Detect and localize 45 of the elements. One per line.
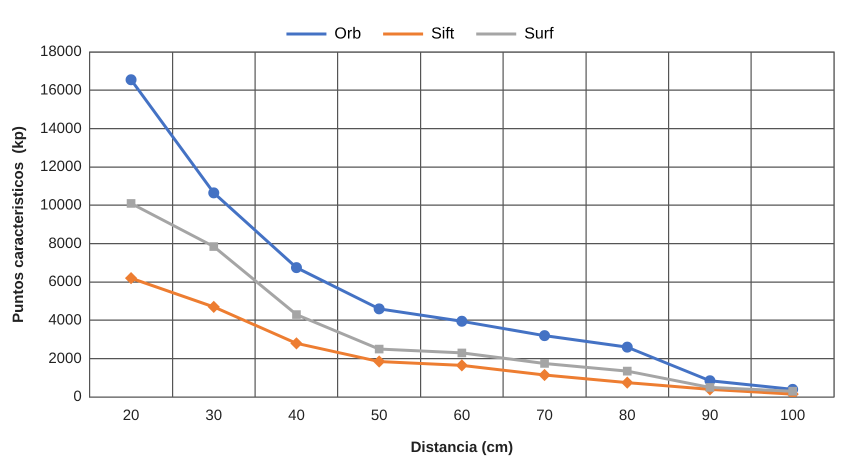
- y-tick-label: 0: [73, 388, 82, 406]
- y-tick-label: 4000: [48, 311, 82, 328]
- point: [126, 272, 137, 284]
- y-tick-label: 18000: [40, 43, 82, 60]
- point: [456, 360, 468, 371]
- point: [456, 316, 468, 327]
- y-tick-label: 12000: [40, 158, 82, 176]
- point: [292, 310, 301, 319]
- y-tick-label: 6000: [48, 273, 82, 290]
- point: [458, 348, 466, 358]
- point: [374, 344, 384, 354]
- point: [209, 242, 218, 251]
- point: [126, 199, 136, 208]
- y-axis-title: Puntos caracteristicos (kp): [10, 126, 28, 323]
- point: [539, 330, 550, 342]
- x-tick-label: 40: [288, 407, 305, 424]
- x-tick-label: 50: [370, 407, 388, 424]
- point: [539, 369, 550, 380]
- y-tick-label: 14000: [40, 120, 82, 137]
- point: [622, 366, 632, 376]
- x-tick-label: 90: [702, 407, 718, 424]
- x-axis-title: Distancia (cm): [410, 439, 514, 456]
- legend-label: Orb: [334, 25, 362, 42]
- point: [622, 342, 633, 353]
- x-tick-label: 30: [205, 407, 222, 424]
- point: [622, 377, 633, 388]
- x-tick-label: 70: [536, 407, 553, 424]
- x-tick-label: 100: [780, 407, 806, 424]
- y-tick-label: 10000: [40, 196, 82, 214]
- legend-label: Sift: [431, 25, 455, 42]
- point: [290, 338, 302, 349]
- y-tick-label: 8000: [48, 234, 82, 252]
- point: [208, 187, 220, 198]
- point: [290, 262, 302, 274]
- legend-label: Surf: [524, 25, 554, 42]
- point: [126, 74, 137, 86]
- y-tick-label: 2000: [48, 350, 82, 367]
- y-tick-label: 16000: [40, 81, 82, 98]
- x-tick-label: 80: [618, 407, 636, 424]
- x-tick-label: 60: [454, 407, 470, 424]
- point: [374, 356, 385, 368]
- x-tick-label: 20: [122, 407, 140, 424]
- point: [374, 303, 385, 314]
- point: [208, 301, 220, 312]
- point: [540, 359, 549, 368]
